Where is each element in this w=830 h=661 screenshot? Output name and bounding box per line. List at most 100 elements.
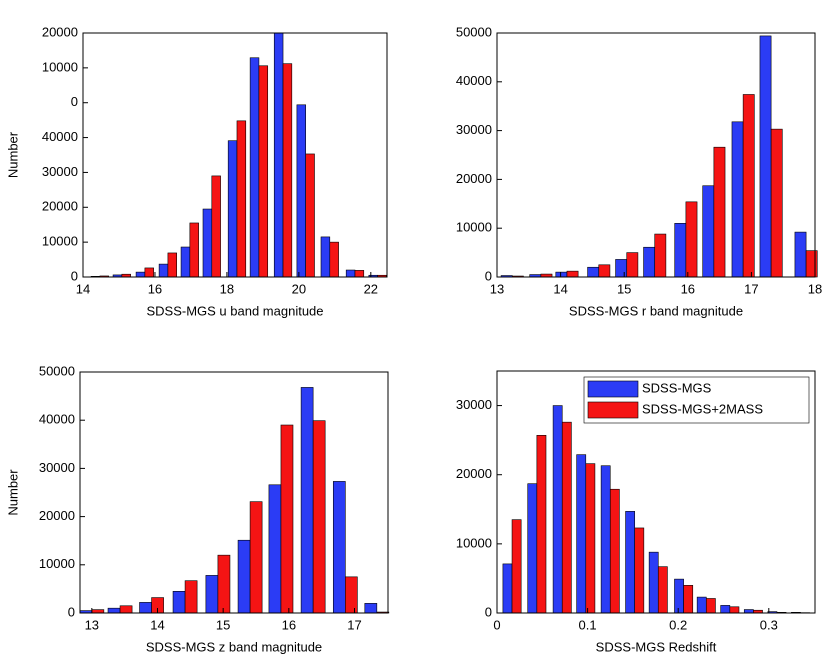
y-tick-label: 0 (485, 604, 492, 619)
axes-box (496, 32, 816, 278)
bar (217, 554, 231, 614)
x-tick-label: 22 (364, 281, 378, 296)
x-tick-label: 15 (617, 281, 631, 296)
bar (598, 264, 611, 278)
bar (167, 252, 177, 278)
bar (587, 266, 600, 278)
bar (237, 539, 251, 614)
bar (743, 609, 754, 614)
bar (236, 120, 247, 278)
bar (729, 606, 740, 614)
bar (189, 222, 199, 278)
x-tick-label: 0.1 (579, 617, 597, 632)
x-tick-label: 14 (76, 281, 90, 296)
bar (139, 602, 152, 614)
y-tick-label: 20000 (456, 466, 492, 481)
bar (158, 263, 169, 278)
bar (91, 609, 105, 614)
bar (536, 435, 547, 614)
bar (364, 603, 378, 614)
axes-box (79, 371, 389, 614)
axes-box (82, 32, 388, 278)
x-axis-label: SDSS-MGS Redshift (596, 639, 717, 654)
y-tick-label: 30000 (456, 397, 492, 412)
bar (674, 578, 684, 614)
bar (345, 269, 356, 278)
bar (657, 566, 668, 614)
x-tick-label: 13 (85, 617, 99, 632)
y-tick-label: 20000 (42, 24, 78, 39)
y-axis-label: Number (5, 469, 20, 516)
y-tick-label: 10000 (39, 556, 75, 571)
x-axis-label: SDSS-MGS r band magnitude (569, 303, 743, 318)
x-tick-label: 14 (150, 617, 164, 632)
bar (320, 236, 331, 278)
bar (527, 483, 538, 614)
y-tick-label: 0 (485, 268, 492, 283)
bar (731, 121, 744, 278)
x-tick-label: 0.2 (669, 617, 687, 632)
bar (172, 591, 186, 614)
bar (696, 596, 707, 614)
bar (576, 454, 587, 614)
bar (205, 575, 219, 614)
bar (609, 488, 620, 614)
bar (615, 259, 628, 278)
y-tick-label: 20000 (42, 199, 78, 214)
y-tick-label: 10000 (456, 535, 492, 550)
bar (144, 267, 154, 278)
y-tick-label: 0 (71, 94, 78, 109)
x-tick-label: 17 (347, 617, 361, 632)
bar (626, 252, 639, 278)
bar (282, 63, 293, 278)
y-axis-label: Number (5, 131, 20, 178)
bar (211, 175, 221, 278)
bar (566, 270, 579, 278)
bar (329, 241, 339, 278)
bar (296, 104, 306, 278)
bar (249, 57, 260, 278)
bar (268, 484, 282, 614)
x-tick-label: 15 (216, 617, 230, 632)
legend-label: SDSS-MGS+2MASS (642, 401, 763, 416)
legend-swatch (587, 380, 639, 398)
x-tick-label: 0.3 (760, 617, 778, 632)
x-tick-label: 16 (681, 281, 695, 296)
bar (555, 271, 568, 278)
y-tick-label: 50000 (39, 363, 75, 378)
bar (312, 420, 326, 614)
bar (258, 65, 269, 278)
bar (770, 128, 783, 278)
x-axis-label: SDSS-MGS u band magnitude (146, 303, 323, 318)
bar (600, 465, 611, 614)
y-tick-label: 50000 (456, 24, 492, 39)
y-tick-label: 30000 (39, 460, 75, 475)
bar (805, 250, 818, 278)
bar (634, 527, 645, 614)
y-tick-label: 20000 (456, 171, 492, 186)
y-tick-label: 10000 (42, 234, 78, 249)
bar (180, 246, 191, 278)
y-tick-label: 40000 (39, 412, 75, 427)
x-tick-label: 16 (282, 617, 296, 632)
bar (273, 32, 284, 278)
bar (705, 598, 716, 614)
bar (702, 185, 715, 278)
bar (332, 481, 346, 614)
y-tick-label: 30000 (42, 164, 78, 179)
bar (305, 153, 315, 278)
bar (713, 146, 726, 278)
bar (685, 201, 698, 278)
bar (625, 511, 636, 614)
axes-box (496, 370, 816, 614)
bar (345, 576, 358, 614)
y-tick-label: 10000 (42, 59, 78, 74)
bar (720, 605, 731, 614)
bar (300, 387, 314, 614)
bar (135, 271, 146, 278)
x-tick-label: 18 (220, 281, 234, 296)
bar (561, 421, 572, 614)
y-tick-label: 40000 (42, 129, 78, 144)
bar (643, 246, 656, 278)
x-tick-label: 0 (493, 617, 500, 632)
